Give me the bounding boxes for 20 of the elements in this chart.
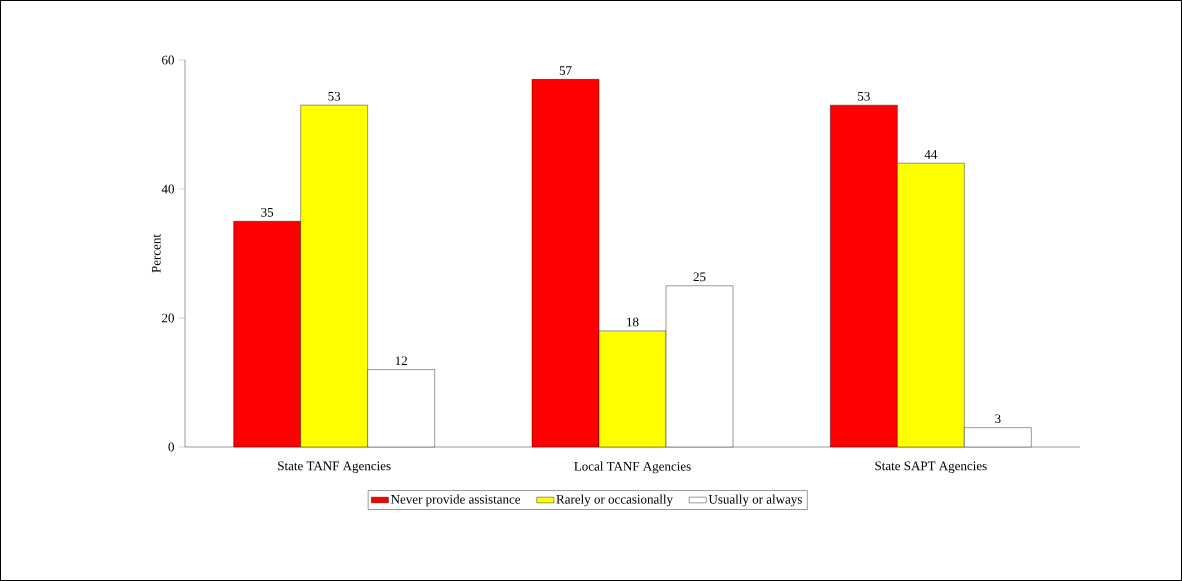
x-tick-label: State SAPT Agencies (875, 461, 987, 473)
y-tick-label: 0 (168, 442, 174, 452)
legend-label: Rarely or occasionally (556, 494, 673, 507)
y-tick-label: 40 (161, 184, 174, 194)
data-label: 12 (395, 356, 407, 366)
y-tick-label: 20 (162, 313, 174, 323)
y-tick-label: 60 (162, 55, 174, 65)
data-label: 3 (995, 414, 1001, 424)
data-label: 57 (559, 66, 572, 75)
data-label: 25 (693, 272, 706, 282)
x-tick-label: State TANF Agencies (278, 461, 391, 473)
data-label: 35 (261, 207, 274, 217)
y-axis-title: Percent (151, 234, 161, 273)
legend-label: Never provide assistance (391, 494, 521, 507)
data-label: 44 (924, 150, 938, 159)
data-label: 53 (858, 91, 870, 101)
x-tick-label: Local TANF Agencies (574, 461, 691, 474)
legend-label: Usually or always (708, 494, 802, 507)
data-label: 18 (627, 317, 639, 327)
data-label: 53 (328, 91, 341, 101)
